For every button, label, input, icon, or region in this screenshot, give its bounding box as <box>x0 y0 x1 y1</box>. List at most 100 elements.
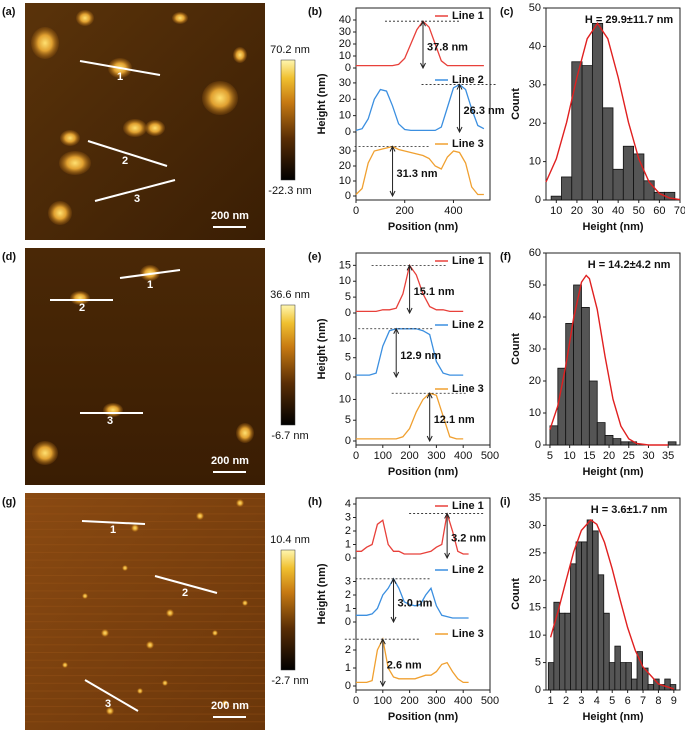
afm-streak <box>25 582 265 584</box>
y-tick-label: 10 <box>529 629 541 641</box>
y-tick-label: 50 <box>529 2 541 14</box>
y-tick-label: 10 <box>339 175 351 187</box>
afm-particle <box>76 10 94 26</box>
y-tick-label: 0 <box>345 307 351 319</box>
x-axis-label: Position (nm) <box>388 711 459 723</box>
legend-label: Line 2 <box>452 564 484 576</box>
y-tick-label: 0 <box>345 616 351 628</box>
y-tick-label: 10 <box>529 407 541 419</box>
x-tick-label: 9 <box>671 695 677 707</box>
x-tick-label: 6 <box>625 695 631 707</box>
y-tick-label: 20 <box>339 160 351 172</box>
y-tick-label: 2 <box>345 525 351 537</box>
afm-particle <box>48 201 72 225</box>
y-tick-label: 20 <box>529 375 541 387</box>
arrow-head <box>390 577 397 624</box>
profile-line <box>79 60 161 76</box>
y-tick-label: 10 <box>339 50 351 62</box>
y-tick-label: 0 <box>345 62 351 74</box>
afm-particle <box>59 151 91 175</box>
x-tick-label: 200 <box>396 205 414 217</box>
afm-particle <box>101 629 109 637</box>
y-tick-label: 3 <box>345 575 351 587</box>
x-tick-label: 3 <box>578 695 584 707</box>
histogram-bar <box>642 667 649 691</box>
histogram-bar <box>588 380 598 446</box>
afm-streak <box>25 590 265 592</box>
afm-streak <box>25 636 265 638</box>
height-annotation: 12.1 nm <box>434 414 475 426</box>
colorbar <box>280 304 296 426</box>
afm-streak <box>25 628 265 630</box>
histogram-bar <box>602 107 614 201</box>
profile-curve <box>356 20 484 67</box>
afm-streak <box>25 551 265 553</box>
histogram-bar <box>614 645 621 691</box>
x-tick-label: 1 <box>548 695 554 707</box>
afm-particle <box>236 499 244 507</box>
histogram-bar <box>633 153 645 201</box>
afm-streak <box>25 605 265 607</box>
afm-streak <box>25 613 265 615</box>
y-tick-label: 40 <box>339 14 351 26</box>
arrow-head <box>426 392 433 443</box>
x-axis-label: Position (nm) <box>388 466 459 478</box>
afm-particle <box>70 291 90 305</box>
scale-bar-label: 200 nm <box>211 455 249 467</box>
y-tick-label: 2 <box>345 644 351 656</box>
afm-particle <box>222 700 228 706</box>
x-tick-label: 500 <box>481 695 499 707</box>
y-tick-label: 0 <box>345 190 351 202</box>
x-tick-label: 300 <box>427 450 445 462</box>
profile-line-label: 2 <box>79 302 85 314</box>
colorbar <box>280 549 296 671</box>
y-tick-label: 15 <box>529 602 541 614</box>
profile-line-label: 3 <box>134 193 140 205</box>
afm-particle <box>123 119 147 137</box>
y-tick-label: 30 <box>339 26 351 38</box>
profile-curve <box>356 577 469 619</box>
y-tick-label: 1 <box>345 662 351 674</box>
arrow-head <box>406 264 413 315</box>
panel-label: (i) <box>500 496 511 508</box>
y-tick-label: 0 <box>535 439 541 451</box>
afm-particle <box>172 12 188 24</box>
histogram-bar <box>575 541 582 691</box>
afm-streak <box>25 713 265 715</box>
y-tick-label: 20 <box>339 93 351 105</box>
arrow-head <box>444 512 451 560</box>
x-tick-label: 5 <box>609 695 615 707</box>
scale-bar-label: 200 nm <box>211 700 249 712</box>
profile-line-label: 1 <box>110 524 116 536</box>
scale-bar-label: 200 nm <box>211 210 249 222</box>
plot-frame <box>355 7 491 201</box>
colorbar-min: -22.3 nm <box>268 185 311 197</box>
x-axis-label: Height (nm) <box>582 466 643 478</box>
y-tick-label: 0 <box>345 126 351 138</box>
histogram-bar <box>625 662 632 691</box>
height-annotation: 2.6 nm <box>387 660 422 672</box>
y-tick-label: 20 <box>529 117 541 129</box>
histogram-bar <box>573 284 582 446</box>
y-tick-label: 5 <box>535 656 541 668</box>
legend-label: Line 1 <box>452 500 484 512</box>
x-tick-label: 70 <box>674 205 685 217</box>
y-tick-label: 10 <box>339 110 351 122</box>
y-tick-label: 2 <box>345 589 351 601</box>
y-tick-label: 1 <box>345 538 351 550</box>
afm-particle <box>196 512 204 520</box>
profile-line <box>81 520 146 525</box>
afm-particle <box>131 524 139 532</box>
histogram-bar <box>619 662 627 691</box>
afm-streak <box>25 575 265 576</box>
histogram-bar <box>597 574 605 691</box>
height-annotation: 37.8 nm <box>427 42 468 54</box>
colorbar-max: 10.4 nm <box>270 534 310 546</box>
afm-streak <box>25 682 265 684</box>
afm-streak <box>25 667 265 669</box>
profile-curve <box>356 513 469 555</box>
afm-particle <box>62 662 68 668</box>
arrow-head <box>379 638 386 688</box>
x-tick-label: 35 <box>662 450 674 462</box>
